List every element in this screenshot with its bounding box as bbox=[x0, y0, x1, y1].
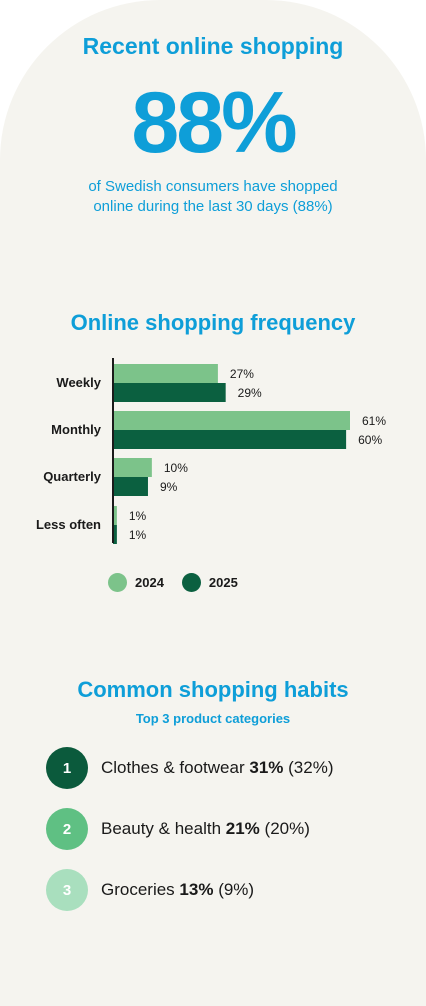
category-label-less-often: Less often bbox=[36, 517, 101, 532]
big-percentage: 88% bbox=[131, 75, 297, 171]
bar-2025-monthly bbox=[113, 430, 347, 449]
habit-item-2: 2 Beauty & health 21% (20%) bbox=[46, 808, 310, 850]
data-label-2024-less-often: 1% bbox=[129, 509, 147, 523]
habit-prev-2: (20%) bbox=[264, 819, 310, 838]
habit-name-2: Beauty & health bbox=[101, 819, 222, 838]
habit-value-3: 13% bbox=[179, 880, 214, 899]
rank-badge-3: 3 bbox=[46, 869, 88, 911]
frequency-bar-chart: Weekly 27% 29% Monthly 61% 60% Quarterly 10% 9% L… bbox=[36, 358, 386, 544]
habit-name-1: Clothes & footwear bbox=[101, 758, 245, 777]
bar-2024-monthly bbox=[113, 411, 350, 430]
habit-prev-1: (32%) bbox=[288, 758, 334, 777]
habit-item-3: 3 Groceries 13% (9%) bbox=[46, 869, 254, 911]
bar-2025-less-often bbox=[113, 525, 117, 544]
habit-name-3: Groceries bbox=[101, 880, 175, 899]
section-title-recent-online-shopping: Recent online shopping bbox=[82, 33, 344, 59]
description-line-2: online during the last 30 days (88%) bbox=[93, 198, 333, 215]
legend-swatch-2025 bbox=[181, 573, 201, 592]
legend-label-2024: 2024 bbox=[135, 575, 164, 590]
rank-badge-1: 1 bbox=[46, 747, 88, 789]
data-label-2024-quarterly: 10% bbox=[164, 461, 188, 475]
legend-item-2025: 2025 bbox=[181, 573, 238, 592]
data-label-2024-monthly: 61% bbox=[362, 414, 386, 428]
chart-legend: 2024 2025 bbox=[108, 573, 256, 592]
habit-value-1: 31% bbox=[249, 758, 284, 777]
habit-value-2: 21% bbox=[225, 819, 260, 838]
data-label-2025-weekly: 29% bbox=[238, 386, 262, 400]
section-subtitle-top-categories: Top 3 product categories bbox=[135, 711, 291, 726]
data-label-2025-monthly: 60% bbox=[358, 433, 382, 447]
habit-prev-3: (9%) bbox=[218, 880, 255, 899]
bar-2025-quarterly bbox=[113, 477, 148, 496]
legend-label-2025: 2025 bbox=[208, 575, 238, 590]
data-label-2024-weekly: 27% bbox=[230, 367, 254, 381]
bar-2024-quarterly bbox=[113, 458, 152, 477]
rank-badge-2: 2 bbox=[46, 808, 88, 850]
section-title-shopping-habits: Common shopping habits bbox=[77, 677, 349, 702]
bar-2024-less-often bbox=[113, 506, 117, 525]
data-label-2025-less-often: 1% bbox=[129, 528, 147, 542]
category-label-weekly: Weekly bbox=[56, 375, 101, 390]
legend-item-2024: 2024 bbox=[108, 573, 164, 592]
bar-2025-weekly bbox=[113, 383, 226, 402]
habit-item-1: 1 Clothes & footwear 31% (32%) bbox=[46, 747, 334, 789]
bar-2024-weekly bbox=[113, 364, 218, 383]
description-line-1: of Swedish consumers have shopped bbox=[88, 178, 338, 195]
section-title-shopping-frequency: Online shopping frequency bbox=[70, 310, 356, 335]
section-description: of Swedish consumers have shopped online… bbox=[0, 177, 426, 217]
category-label-quarterly: Quarterly bbox=[43, 469, 102, 484]
category-label-monthly: Monthly bbox=[51, 422, 102, 437]
data-label-2025-quarterly: 9% bbox=[160, 480, 178, 494]
legend-swatch-2024 bbox=[108, 573, 127, 592]
